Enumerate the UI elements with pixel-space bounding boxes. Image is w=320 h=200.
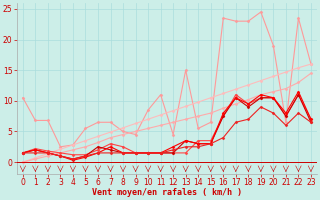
X-axis label: Vent moyen/en rafales ( km/h ): Vent moyen/en rafales ( km/h ) (92, 188, 242, 197)
